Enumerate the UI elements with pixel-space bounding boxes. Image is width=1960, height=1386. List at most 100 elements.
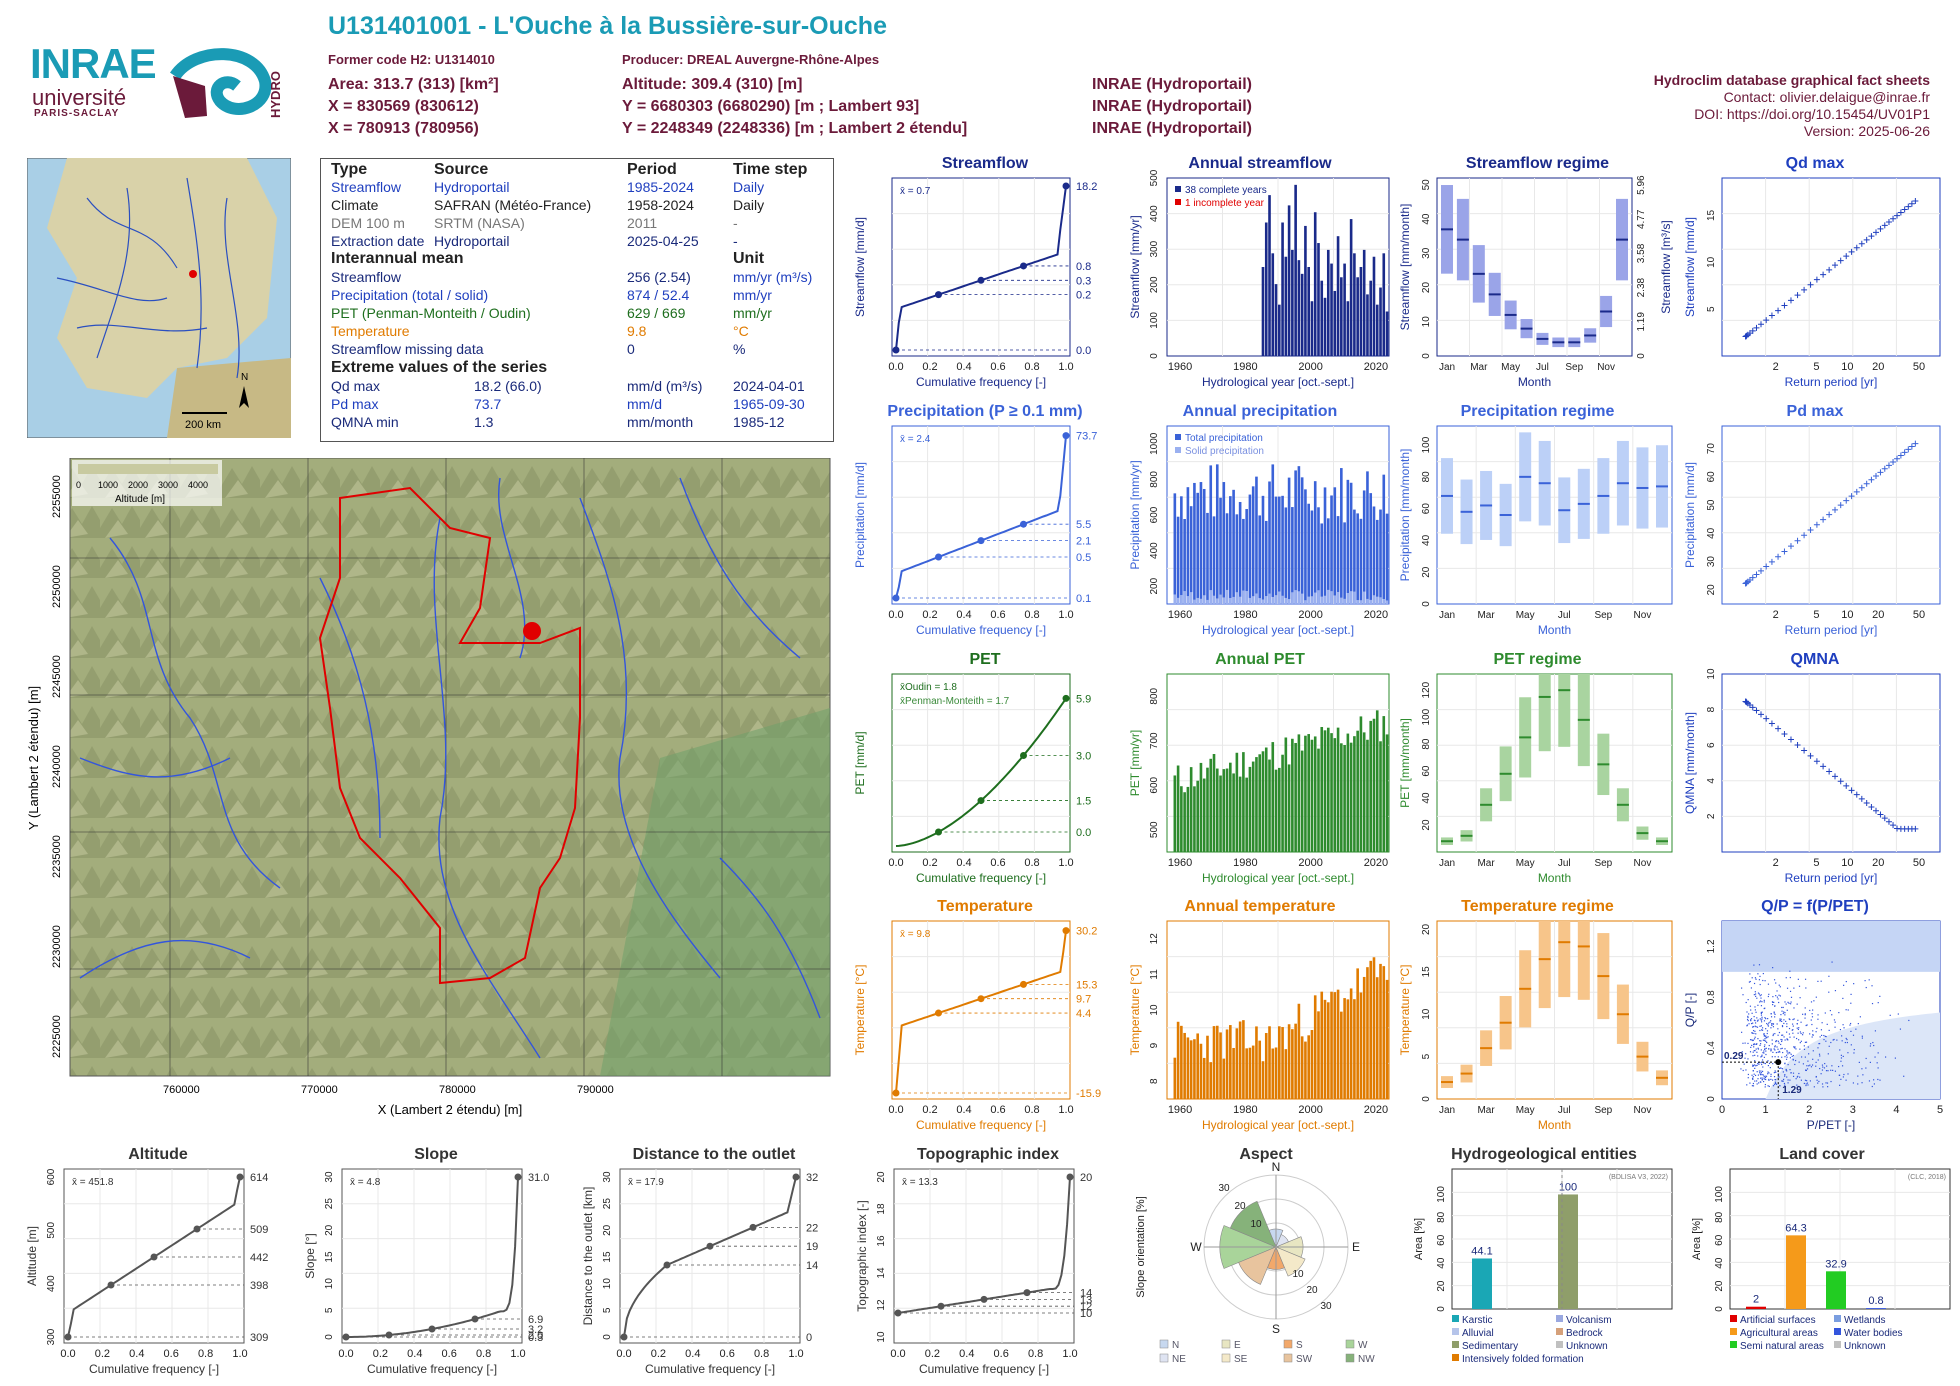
qp-point [1756,1020,1759,1022]
temperature-title: Temperature [937,898,1033,915]
plot-frame [891,425,1071,605]
annual_precipitation-solid-bar [1209,590,1213,604]
qp-point [1763,1020,1766,1022]
pd_max-point [1873,473,1880,480]
qp-point [1741,1031,1743,1033]
altitude-xlabel: Cumulative frequency [-] [89,1362,219,1376]
annual_pet-bar [1212,754,1216,852]
pd_max-point [1763,563,1770,570]
mean-row-pet: PET (Penman-Monteith / Oudin) 629 / 669 mm… [331,305,772,321]
annual_pet-bar [1251,761,1255,852]
y-tick-label: 50 [1421,179,1432,191]
qp-point [1842,1055,1844,1058]
legend-swatch [1452,1341,1459,1348]
qp-point [1777,1051,1779,1053]
y-tick-label: 100 [1421,436,1432,453]
annual_temperature-bar [1346,999,1350,1099]
qp-point [1794,1047,1796,1049]
annual_precipitation-solid-bar [1248,597,1252,604]
qp-point [1850,1030,1852,1033]
y-tick-label: 9 [1149,1042,1160,1048]
right-tick-label: 0.2 [1076,290,1091,302]
annual_streamflow-bar [1261,267,1265,356]
qp-point [1761,1073,1763,1076]
annual_precipitation-solid-bar [1362,591,1366,604]
annual_precipitation-bar [1300,477,1304,604]
x-tick-label: 0.2 [651,1348,666,1360]
right-tick-label: 19 [806,1241,818,1253]
qp-point [1819,1036,1821,1038]
qp-point [1753,994,1755,996]
annual_temperature-bar [1189,1040,1193,1099]
x-tick-label: 1960 [1168,857,1192,869]
qp-point [1804,1017,1806,1019]
qp-point [1782,1078,1785,1081]
annual_precipitation-solid-bar [1372,595,1376,604]
annual_precipitation-solid-bar [1333,595,1337,604]
qp-point [1752,1082,1754,1085]
qp-point [1845,1009,1847,1011]
hydrogeology-bar-label: 100 [1559,1181,1577,1193]
annual_pet-bar [1258,754,1262,852]
annual_precipitation-solid-bar [1238,596,1242,604]
annual_precipitation-solid-bar [1199,598,1203,604]
qp-point [1764,1048,1766,1051]
qp-point [1845,1079,1847,1081]
qp-point [1756,1083,1758,1085]
annual_precipitation-solid-bar [1274,595,1278,604]
y-tick-label: 70 [1706,443,1717,455]
legend-label: Karstic [1462,1315,1493,1326]
qmna-point [1858,795,1865,802]
qp-point [1784,1062,1786,1064]
qp-point [1761,1061,1763,1063]
qp-point [1776,990,1778,992]
y-tick-label: 40 [1421,213,1432,225]
qp-point [1853,1048,1855,1051]
month-label: Mar [1477,1105,1495,1116]
annual_temperature-bar [1356,968,1359,1099]
landcover-bar-label: 32.9 [1825,1258,1846,1270]
qp-point [1786,1038,1788,1040]
qp-point [1786,1076,1788,1078]
contact[interactable]: Contact: olivier.delaigue@inrae.fr [1723,89,1930,105]
qp-point [1757,1062,1759,1065]
annual_precipitation-solid-bar [1232,596,1235,604]
svg-text:790000: 790000 [577,1084,614,1096]
legend-swatch [1175,447,1181,453]
annual_pet-bar [1359,716,1363,852]
qp-point [1786,1025,1788,1028]
x-tick-label: 0.6 [990,857,1005,869]
temperature_regime-title: Temperature regime [1461,898,1614,915]
qp-point [1770,1048,1772,1050]
qp-point [1824,1062,1826,1065]
page-title: U131401001 - L'Ouche à la Bussière-sur-O… [328,12,887,40]
qp-point [1768,1072,1770,1074]
qp-point [1799,997,1801,999]
qp-point [1799,1076,1801,1078]
direction-label: W [1190,1240,1202,1254]
qp-point [1766,1036,1768,1039]
right-tick-label: 73.7 [1076,431,1097,443]
annual_precipitation-solid-bar [1281,595,1284,604]
annual_precipitation-solid-bar [1343,598,1346,604]
qp-point [1744,1057,1746,1059]
qp-point [1769,1067,1771,1069]
qp-point [1838,1011,1840,1014]
qp-point [1825,1040,1827,1042]
catchment-boundary [318,486,581,985]
x-tick-label: 0.6 [164,1348,179,1360]
doi[interactable]: DOI: https://doi.org/10.15454/UV01P1 [1694,106,1930,122]
qp-point [1798,1061,1800,1063]
header-mid-block: Altitude: 309.4 (310) [m] Y = 6680303 (6… [622,74,967,140]
catchment-map: 0 1000 2000 3000 4000 Altitude [m] 76000… [26,458,831,1117]
right-tick-label: 31.0 [528,1172,549,1184]
qp-point [1817,980,1819,982]
map-ylabel: Y (Lambert 2 étendu) [m] [26,686,41,830]
y-tick-label: 10 [1421,316,1432,328]
annual_temperature-bar [1209,1062,1213,1099]
qmna-point [1807,752,1814,759]
qp-point [1770,1078,1772,1081]
right-tick-label: 442 [250,1252,268,1264]
legend-swatch [1159,1339,1169,1349]
